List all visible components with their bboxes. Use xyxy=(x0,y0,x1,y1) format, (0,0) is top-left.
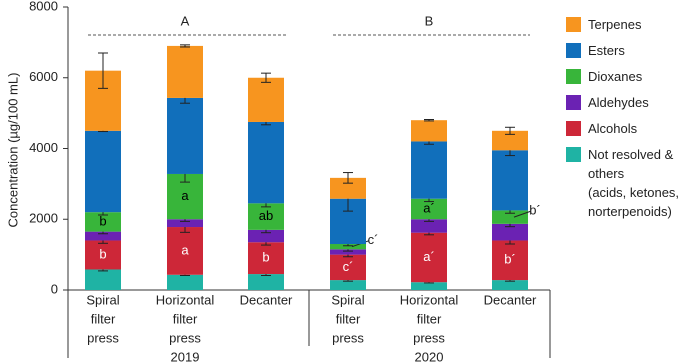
group-letter: A xyxy=(181,13,190,28)
bar-segment xyxy=(492,240,528,281)
legend-swatch xyxy=(566,43,581,58)
bar-segment xyxy=(248,274,284,290)
significance-letter: b xyxy=(99,246,106,261)
x-tick-label: Horizontal xyxy=(156,292,215,307)
significance-letter: a´ xyxy=(423,249,435,264)
x-tick-label: Decanter xyxy=(484,292,537,307)
bar-segment xyxy=(167,219,203,228)
significance-letter: a´ xyxy=(423,200,435,215)
x-tick-label: filter xyxy=(417,311,442,326)
bar-segment xyxy=(248,121,284,204)
x-tick-label: press xyxy=(87,330,119,345)
significance-letter: b xyxy=(99,213,106,228)
error-bar xyxy=(424,118,434,122)
y-tick-label: 2000 xyxy=(29,211,58,226)
significance-letter: b´ xyxy=(504,252,516,267)
x-tick-label: press xyxy=(169,330,201,345)
legend-label: Dioxanes xyxy=(588,69,643,84)
x-tick-label: filter xyxy=(173,311,198,326)
significance-letter: a xyxy=(181,188,189,203)
bar-segment xyxy=(411,120,447,142)
bar-segment xyxy=(85,240,121,270)
bar-segment xyxy=(167,97,203,174)
legend-label: Not resolved & others (acids, ketones, n… xyxy=(588,147,680,219)
y-tick-label: 6000 xyxy=(29,69,58,84)
x-tick-label: filter xyxy=(91,311,116,326)
x-tick-label: Decanter xyxy=(240,292,293,307)
error-bar xyxy=(505,126,515,135)
bar-segment xyxy=(492,223,528,241)
legend-label: Alcohols xyxy=(588,121,638,136)
bar-segment xyxy=(167,274,203,290)
bar-segment xyxy=(492,130,528,151)
group-label: 2019 xyxy=(171,349,200,363)
error-bar xyxy=(180,44,190,48)
legend-swatch xyxy=(566,121,581,136)
bar-segment xyxy=(492,210,528,224)
x-tick-label: filter xyxy=(336,311,361,326)
y-tick-label: 4000 xyxy=(29,140,58,155)
significance-letter: b xyxy=(262,250,269,265)
bar-segment xyxy=(85,130,121,213)
bar-segment xyxy=(330,254,366,281)
significance-letter: ab xyxy=(259,208,273,223)
legend-label: Terpenes xyxy=(588,17,642,32)
bar-segment xyxy=(411,282,447,290)
significance-letter: c´ xyxy=(368,232,379,247)
bar-segment xyxy=(330,280,366,290)
bar-segment xyxy=(248,229,284,243)
group-label: 2020 xyxy=(415,349,444,363)
x-tick-label: Spiral xyxy=(331,292,364,307)
bar-segment xyxy=(248,77,284,122)
bar-segment xyxy=(85,269,121,290)
legend-swatch xyxy=(566,17,581,32)
bar-segment xyxy=(492,280,528,290)
legend-label: Esters xyxy=(588,43,625,58)
label-leader xyxy=(513,210,532,218)
bar-segment xyxy=(330,244,366,250)
group-letter: B xyxy=(425,13,434,28)
legend-swatch xyxy=(566,95,581,110)
bar-segment xyxy=(167,45,203,98)
bar-segment xyxy=(411,141,447,199)
y-tick-label: 8000 xyxy=(29,0,58,13)
x-tick-label: Spiral xyxy=(86,292,119,307)
legend-label: Aldehydes xyxy=(588,95,649,110)
significance-letter: b´ xyxy=(529,203,541,218)
x-tick-label: Horizontal xyxy=(400,292,459,307)
bar-segment xyxy=(248,242,284,275)
bar-segment xyxy=(85,231,121,241)
bar-segment xyxy=(411,232,447,283)
bar-segment xyxy=(411,198,447,220)
x-tick-label: press xyxy=(332,330,364,345)
x-tick-label: press xyxy=(413,330,445,345)
legend-swatch xyxy=(566,69,581,84)
significance-letter: c´ xyxy=(343,259,354,274)
y-axis-label: Concentration (µg/100 mL) xyxy=(5,73,20,228)
bar-segment xyxy=(330,249,366,255)
legend-swatch xyxy=(566,147,581,162)
error-bar xyxy=(261,72,271,83)
significance-letter: a xyxy=(181,242,189,257)
bar-segment xyxy=(411,219,447,233)
bar-segment xyxy=(167,227,203,275)
bar-segment xyxy=(330,177,366,199)
bar-segment xyxy=(248,203,284,230)
error-bar xyxy=(343,172,353,184)
error-bar xyxy=(98,52,108,89)
bar-segment xyxy=(85,212,121,232)
y-tick-label: 0 xyxy=(51,281,58,296)
bar-segment xyxy=(492,150,528,211)
